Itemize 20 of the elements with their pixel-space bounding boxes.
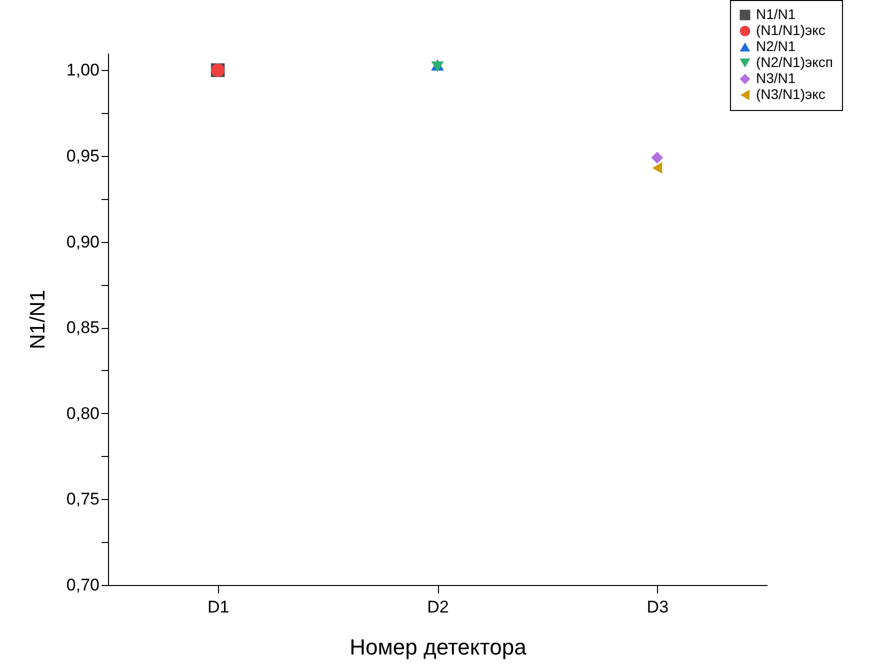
y-tick-label: 0,70 — [66, 576, 100, 594]
legend-label: N1/N1 — [756, 6, 796, 22]
legend-label: N3/N1 — [756, 70, 796, 86]
x-tick-label: D3 — [646, 598, 669, 616]
legend-label: (N3/N1)экс — [756, 86, 826, 102]
legend-label: N2/N1 — [756, 38, 796, 54]
y-tick-label: 0,80 — [66, 404, 100, 423]
x-axis-title: Номер детектора — [350, 634, 528, 660]
legend-label: (N2/N1)эксп — [756, 54, 834, 70]
y-tick-label: 0,75 — [66, 490, 100, 509]
y-tick-label: 0,95 — [66, 146, 100, 166]
y-axis-title: N1/N1 — [26, 290, 50, 350]
x-tick-label: D2 — [427, 598, 449, 616]
point — [652, 162, 662, 174]
x-tick-label: D1 — [207, 598, 230, 616]
y-tick-label: 1,00 — [66, 60, 100, 80]
y-tick-label: 0,85 — [66, 318, 100, 338]
y-tick-label: 0,90 — [66, 232, 100, 252]
point — [651, 152, 664, 164]
legend-label: (N1/N1)экс — [756, 22, 826, 38]
